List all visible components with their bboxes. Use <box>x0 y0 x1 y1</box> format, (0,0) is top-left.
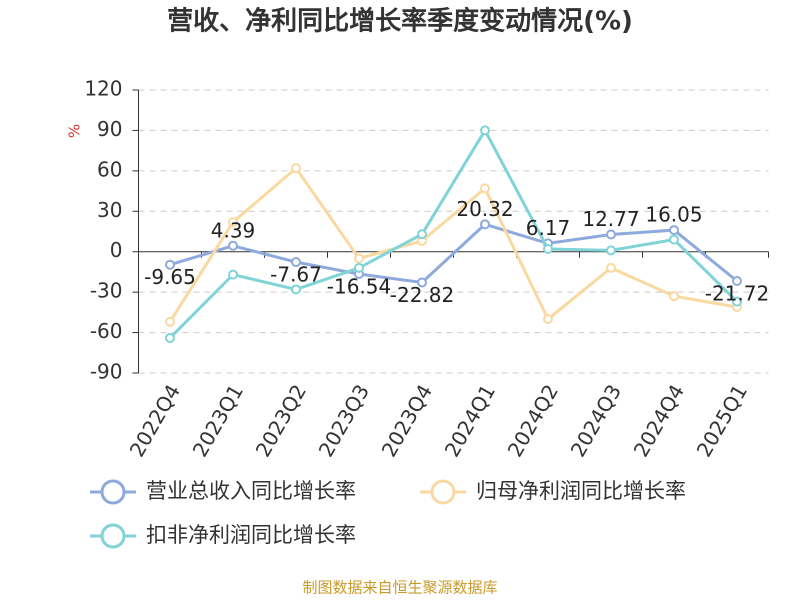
series-line <box>168 165 738 323</box>
data-label: 12.77 <box>582 207 639 231</box>
point <box>732 296 742 307</box>
data-label: -16.54 <box>327 275 391 299</box>
data-label: 20.32 <box>456 197 513 221</box>
point <box>480 183 490 194</box>
point <box>228 240 238 251</box>
x-tick-label: 2024Q1 <box>440 380 500 461</box>
data-label: 16.05 <box>645 203 702 227</box>
x-tick-label: 2022Q4 <box>125 380 185 461</box>
x-tick-label: 2024Q3 <box>566 380 626 461</box>
point <box>669 234 679 245</box>
point <box>354 262 364 273</box>
y-tick-label: 90 <box>97 117 122 141</box>
x-tick-label: 2023Q4 <box>377 380 437 461</box>
data-label: 6.17 <box>526 216 571 240</box>
point <box>165 316 175 327</box>
point <box>165 332 175 343</box>
y-tick-label: 30 <box>97 198 122 222</box>
data-label: -7.67 <box>270 263 322 287</box>
y-unit: % <box>66 124 84 138</box>
x-tick-label: 2023Q2 <box>251 380 311 461</box>
legend-label: 营业总收入同比增长率 <box>146 479 356 503</box>
chart-title: 营收、净利同比增长率季度变动情况(%) <box>167 6 633 37</box>
y-tick-label: 0 <box>110 238 123 262</box>
legend-label: 归母净利润同比增长率 <box>476 479 686 503</box>
point <box>669 225 679 236</box>
data-label: -22.82 <box>390 283 454 307</box>
x-tick-label: 2023Q3 <box>314 380 374 461</box>
point <box>606 245 616 256</box>
legend-marker <box>100 479 126 505</box>
point <box>354 253 364 264</box>
point <box>417 229 427 240</box>
x-tick-label: 2025Q1 <box>692 380 752 461</box>
x-tick-label: 2023Q1 <box>188 380 248 461</box>
point <box>165 259 175 270</box>
series-line <box>169 222 738 285</box>
point <box>606 229 616 240</box>
data-label: -21.72 <box>705 281 769 305</box>
point <box>543 244 553 255</box>
data-label: 4.39 <box>211 218 256 242</box>
legend-marker <box>100 523 126 549</box>
point <box>606 262 616 273</box>
legend-label: 扣非净利润同比增长率 <box>146 523 356 547</box>
point <box>228 217 238 228</box>
source-note: 制图数据来自恒生聚源数据库 <box>302 579 497 597</box>
data-label: -9.65 <box>144 265 196 289</box>
point <box>291 257 301 268</box>
point <box>417 277 427 288</box>
point <box>291 163 301 174</box>
point <box>228 269 238 280</box>
x-tick-label: 2024Q2 <box>503 380 563 461</box>
x-tick-label: 2024Q4 <box>629 380 689 461</box>
point <box>291 284 301 295</box>
series-line <box>168 127 739 340</box>
y-tick-label: 120 <box>84 77 122 101</box>
point <box>669 291 679 302</box>
y-tick-label: -30 <box>90 279 123 303</box>
point <box>480 125 490 136</box>
y-tick-label: 60 <box>97 157 122 181</box>
y-tick-label: -90 <box>90 360 123 384</box>
point <box>732 275 742 286</box>
legend-marker <box>430 479 456 505</box>
y-tick-label: -60 <box>90 319 123 343</box>
point <box>480 219 490 230</box>
point <box>543 314 553 325</box>
